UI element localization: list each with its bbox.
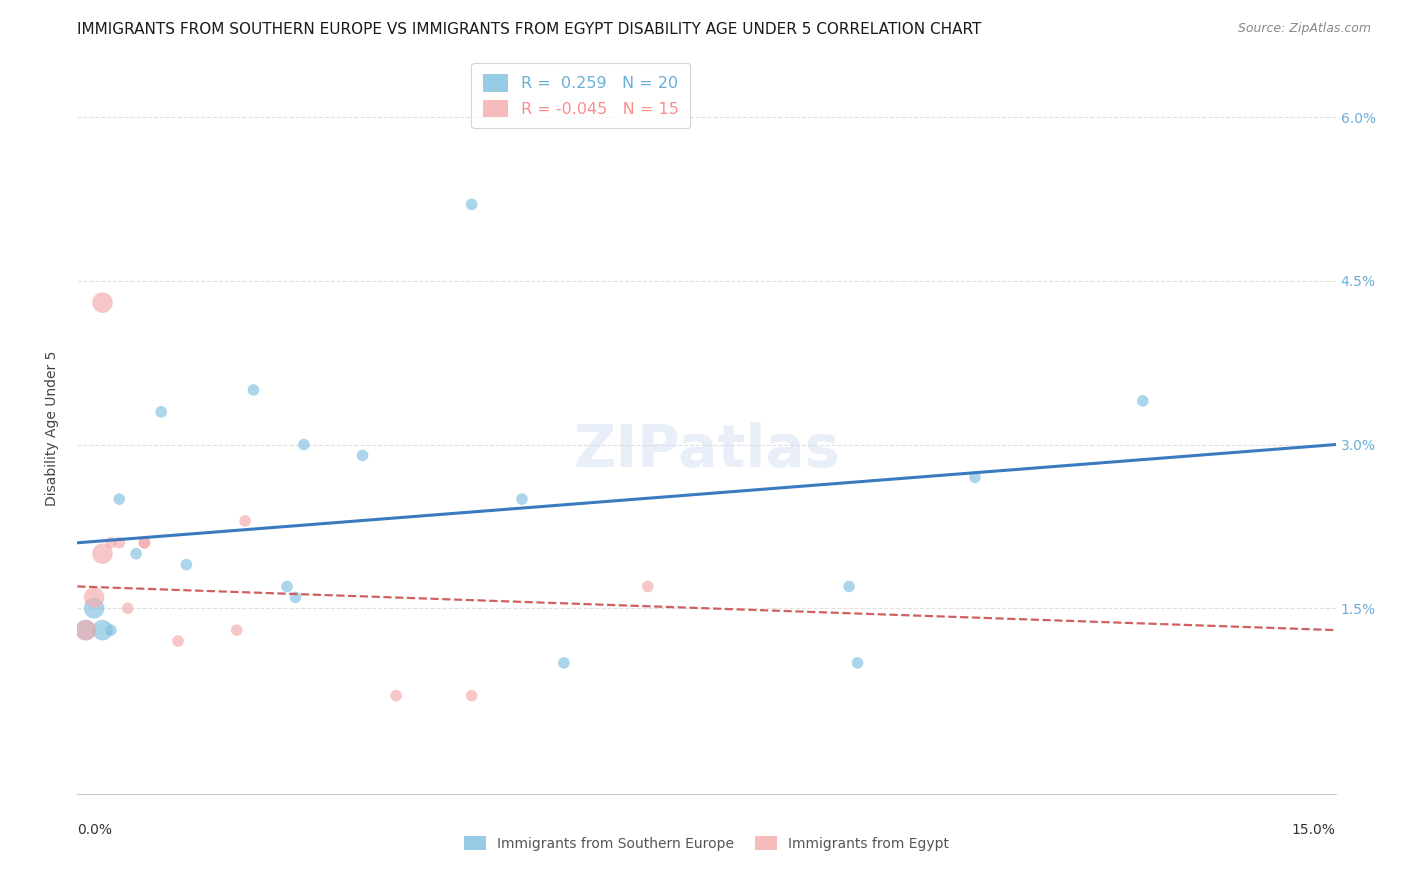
Text: 0.0%: 0.0% xyxy=(77,823,112,837)
Point xyxy=(284,591,307,605)
Point xyxy=(108,492,131,507)
Point xyxy=(134,536,156,550)
Point xyxy=(460,689,482,703)
Point xyxy=(91,623,114,637)
Point xyxy=(117,601,139,615)
Point xyxy=(108,536,131,550)
Text: Source: ZipAtlas.com: Source: ZipAtlas.com xyxy=(1237,22,1371,36)
Point xyxy=(292,437,315,451)
Point xyxy=(553,656,575,670)
Point xyxy=(100,536,122,550)
Point xyxy=(1132,393,1154,408)
Point xyxy=(167,634,190,648)
Point xyxy=(385,689,408,703)
Point xyxy=(176,558,198,572)
Point xyxy=(75,623,97,637)
Point xyxy=(460,197,482,211)
Point xyxy=(276,579,298,593)
Point xyxy=(125,547,148,561)
Point xyxy=(150,405,173,419)
Text: ZIPatlas: ZIPatlas xyxy=(574,422,839,479)
Y-axis label: Disability Age Under 5: Disability Age Under 5 xyxy=(45,351,59,506)
Point xyxy=(100,623,122,637)
Text: 15.0%: 15.0% xyxy=(1292,823,1336,837)
Point xyxy=(838,579,860,593)
Point xyxy=(225,623,247,637)
Point xyxy=(352,449,374,463)
Text: IMMIGRANTS FROM SOUTHERN EUROPE VS IMMIGRANTS FROM EGYPT DISABILITY AGE UNDER 5 : IMMIGRANTS FROM SOUTHERN EUROPE VS IMMIG… xyxy=(77,22,981,37)
Point xyxy=(75,623,97,637)
Point xyxy=(91,547,114,561)
Point xyxy=(637,579,659,593)
Point xyxy=(83,591,105,605)
Point xyxy=(510,492,533,507)
Legend: Immigrants from Southern Europe, Immigrants from Egypt: Immigrants from Southern Europe, Immigra… xyxy=(458,830,955,856)
Point xyxy=(846,656,869,670)
Point xyxy=(242,383,264,397)
Point xyxy=(134,536,156,550)
Point xyxy=(91,295,114,310)
Point xyxy=(233,514,256,528)
Point xyxy=(83,601,105,615)
Point xyxy=(963,470,986,484)
